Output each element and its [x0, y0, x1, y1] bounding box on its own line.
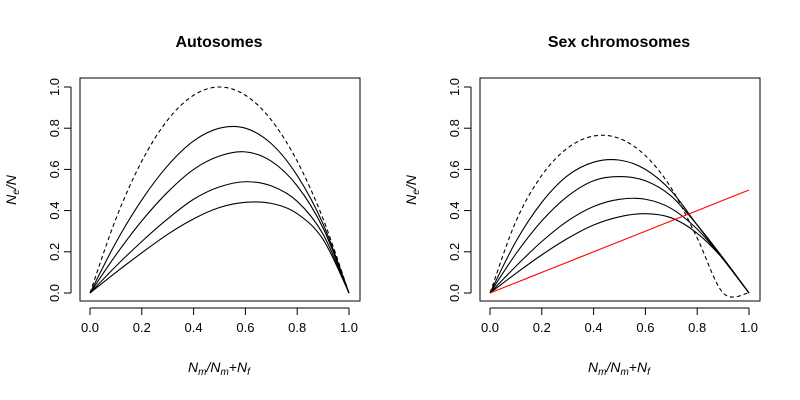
y-tick-label: 0.0 [447, 284, 462, 302]
y-tick-label: 1.0 [447, 78, 462, 96]
y-tick-label: 0.2 [447, 243, 462, 261]
y-tick-label: 0.4 [47, 202, 62, 220]
x-tick-label: 0.6 [236, 320, 254, 335]
series-line-4 [489, 197, 750, 294]
series-line-5 [489, 213, 750, 294]
series-line-3 [89, 151, 350, 294]
x-axis-label: Nm/Nm+Nf [188, 359, 251, 378]
x-tick-label: 0.2 [533, 320, 551, 335]
series-line-2 [489, 159, 750, 294]
panel-sex-chromosomes: Sex chromosomes Nm/Nm+Nf Ne/N 0.0 0.2 0.4 0… [403, 34, 761, 378]
y-axis-label: Ne/N [403, 174, 422, 205]
series-line-6 [489, 189, 750, 294]
x-tick-label: 0.0 [81, 320, 99, 335]
x-tick-label: 0.6 [636, 320, 654, 335]
plot-frame [79, 77, 361, 302]
y-tick-label: 0.6 [47, 160, 62, 178]
y-tick-label: 0.4 [447, 202, 462, 220]
panel-autosomes: Autosomes Nm/Nm+Nf Ne/N 0.0 0.2 0.4 0.6 0.8 1… [3, 34, 361, 378]
x-tick-label: 0.4 [585, 320, 603, 335]
series-line-4 [89, 181, 350, 294]
y-tick-label: 0.8 [47, 119, 62, 137]
chart-title: Sex chromosomes [548, 34, 690, 51]
x-axis-label: Nm/Nm+Nf [588, 359, 651, 378]
x-tick-label: 0.2 [133, 320, 151, 335]
series-line-2 [89, 125, 350, 294]
y-tick-label: 1.0 [47, 78, 62, 96]
y-axis-label: Ne/N [3, 174, 22, 205]
y-tick-label: 0.0 [47, 284, 62, 302]
x-tick-label: 0.4 [185, 320, 203, 335]
x-tick-label: 1.0 [340, 320, 358, 335]
series-line-3 [489, 176, 750, 294]
x-tick-label: 0.8 [688, 320, 706, 335]
y-tick-label: 0.8 [447, 119, 462, 137]
y-tick-label: 0.6 [447, 160, 462, 178]
series-line-1 [489, 134, 750, 298]
plot-frame [479, 77, 761, 302]
x-tick-label: 0.8 [288, 320, 306, 335]
series-line-1 [89, 86, 350, 294]
y-tick-label: 0.2 [47, 243, 62, 261]
x-tick-label: 1.0 [740, 320, 758, 335]
series-line-5 [89, 201, 350, 294]
chart-title: Autosomes [175, 34, 262, 51]
x-tick-label: 0.0 [481, 320, 499, 335]
